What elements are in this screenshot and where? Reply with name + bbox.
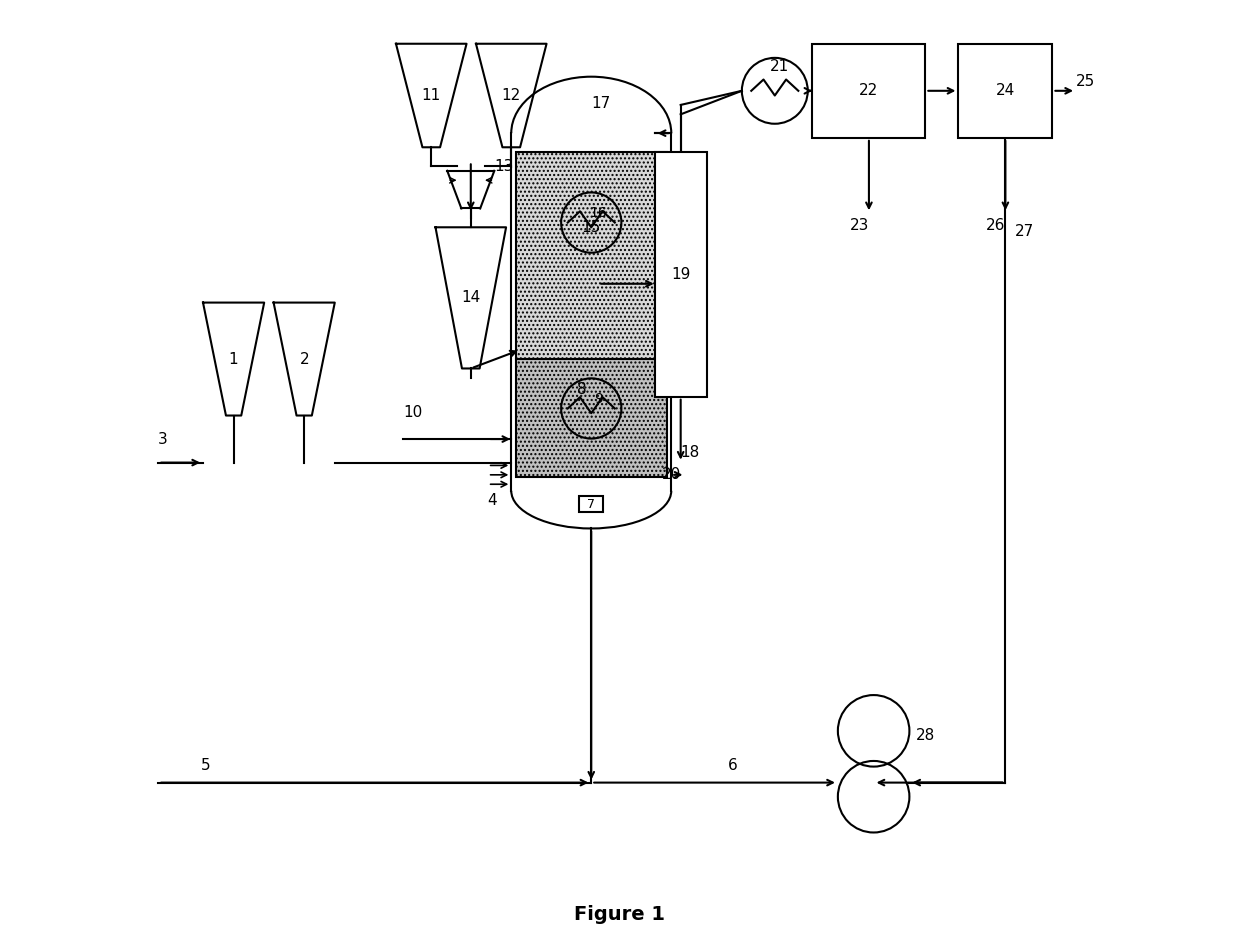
Text: 26: 26 (986, 218, 1006, 233)
Text: 11: 11 (421, 88, 441, 103)
Bar (958, 43, 1052, 138)
Text: 13: 13 (494, 159, 514, 174)
Bar (515, 359, 667, 477)
Text: 25: 25 (1075, 74, 1095, 89)
Text: 21: 21 (769, 59, 789, 74)
Text: 3: 3 (159, 431, 169, 447)
Text: 16: 16 (590, 206, 607, 220)
Text: 6: 6 (727, 758, 737, 773)
Text: 7: 7 (587, 497, 595, 511)
Text: 18: 18 (680, 445, 700, 460)
Text: 28: 28 (916, 728, 935, 743)
Text: 12: 12 (502, 88, 520, 103)
Text: 27: 27 (1015, 225, 1035, 240)
Text: 9: 9 (595, 392, 603, 406)
Bar (654, 152, 706, 396)
Text: 8: 8 (577, 382, 586, 397)
Text: 17: 17 (591, 95, 611, 110)
Text: 20: 20 (662, 467, 681, 482)
Text: 2: 2 (300, 351, 309, 366)
Bar (580, 496, 603, 513)
Text: 10: 10 (403, 405, 422, 420)
Text: Figure 1: Figure 1 (574, 905, 665, 924)
Text: 4: 4 (488, 493, 497, 508)
Text: 14: 14 (461, 291, 481, 305)
Text: 22: 22 (860, 83, 878, 98)
Text: 19: 19 (672, 267, 690, 282)
Text: 24: 24 (996, 83, 1015, 98)
Text: 15: 15 (581, 220, 601, 235)
Bar (813, 43, 926, 138)
Bar (515, 152, 667, 359)
Text: 1: 1 (229, 351, 238, 366)
Text: 5: 5 (201, 758, 211, 773)
Text: 23: 23 (850, 218, 870, 233)
